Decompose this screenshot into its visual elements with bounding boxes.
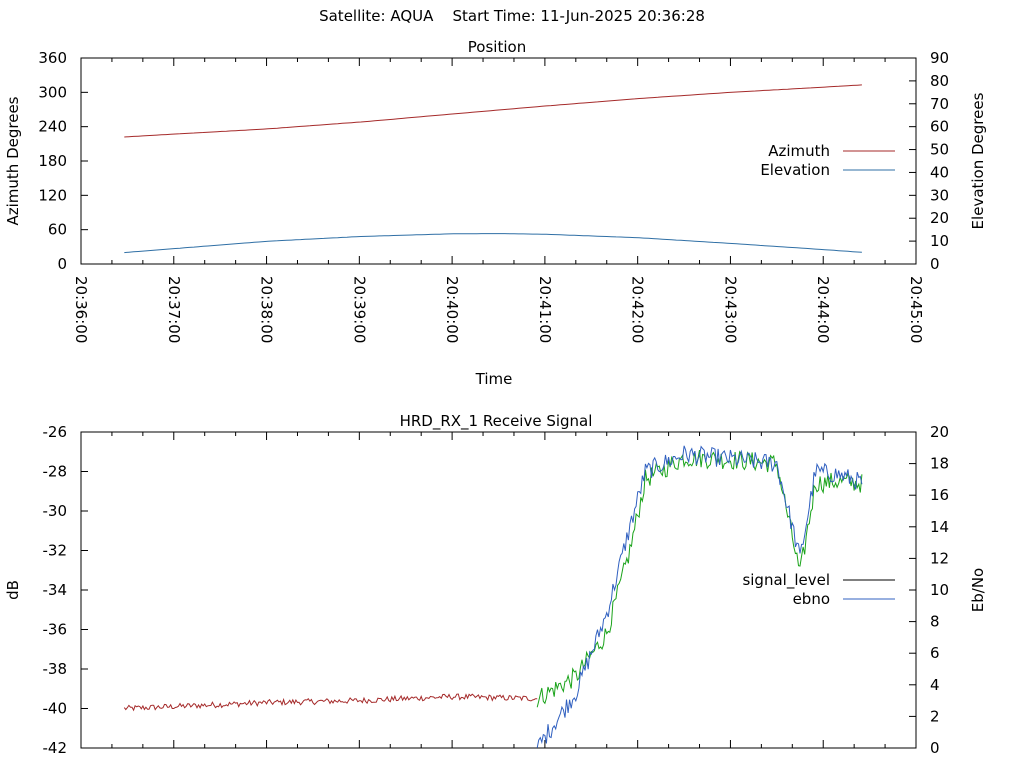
signal-y2-tick-label: 14 <box>930 518 949 536</box>
position-x-tick-label: 20:38:00 <box>258 276 276 343</box>
position-x-tick-label: 20:45:00 <box>907 276 925 343</box>
position-y2-tick-label: 30 <box>930 186 949 204</box>
page-title: Satellite: AQUA Start Time: 11-Jun-2025 … <box>319 7 705 25</box>
position-y-tick-label: 180 <box>38 152 67 170</box>
signal-y-tick-label: -26 <box>43 423 68 441</box>
signal-y2-tick-label: 6 <box>930 644 940 662</box>
position-chart-title: Position <box>468 38 526 56</box>
signal-y2-axis-label: Eb/No <box>969 568 987 612</box>
position-y2-tick-label: 70 <box>930 95 949 113</box>
azimuth-line <box>124 84 862 138</box>
signal-y-tick-label: -40 <box>43 700 68 718</box>
signal-y2-tick-label: 8 <box>930 613 940 631</box>
position-y-tick-label: 0 <box>57 255 67 273</box>
position-legend: Azimuth Elevation <box>760 142 895 179</box>
position-y2-tick-label: 50 <box>930 141 949 159</box>
position-y2-tick-label: 0 <box>930 255 940 273</box>
signal-y-tick-label: -30 <box>43 502 68 520</box>
elevation-line <box>124 233 862 254</box>
position-x-tick-label: 20:44:00 <box>814 276 832 343</box>
signal-chart: HRD_RX_1 Receive Signal dB Eb/No -26 -28 -… <box>4 412 987 757</box>
signal-plot-frame <box>80 431 917 749</box>
legend-label-ebno: ebno <box>793 590 830 608</box>
signal-y-tick-label: -42 <box>43 739 68 757</box>
signal-y2-tick-label: 2 <box>930 707 940 725</box>
position-x-tick-label: 20:37:00 <box>165 276 183 343</box>
signal-y-tick-label: -38 <box>43 660 68 678</box>
position-x-tick-label: 20:41:00 <box>536 276 554 343</box>
position-y-tick-label: 60 <box>48 221 67 239</box>
signal-y-axis-label: dB <box>4 580 22 600</box>
signal-y2-tick-label: 20 <box>930 423 949 441</box>
signal-level-line-prelock <box>123 693 538 712</box>
signal-y2-tick-label: 10 <box>930 581 949 599</box>
signal-y2-tick-label: 4 <box>930 676 940 694</box>
legend-label-azimuth: Azimuth <box>768 142 830 160</box>
position-y-tick-label: 360 <box>38 49 67 67</box>
position-x-tick-label: 20:40:00 <box>443 276 461 343</box>
position-y2-tick-label: 20 <box>930 209 949 227</box>
signal-y2-tick-label: 18 <box>930 455 949 473</box>
position-y-tick-label: 300 <box>38 83 67 101</box>
legend-label-signal-level: signal_level <box>742 571 830 590</box>
position-y2-tick-label: 40 <box>930 163 949 181</box>
position-x-tick-label: 20:42:00 <box>629 276 647 343</box>
position-y2-tick-label: 80 <box>930 72 949 90</box>
position-x-tick-label: 20:39:00 <box>350 276 368 343</box>
ebno-line <box>536 445 863 748</box>
signal-y-tick-label: -32 <box>43 542 68 560</box>
position-y-axis-label: Azimuth Degrees <box>4 96 22 225</box>
signal-y-tick-label: -36 <box>43 621 68 639</box>
signal-legend: signal_level ebno <box>742 571 895 608</box>
position-x-axis-label: Time <box>475 370 513 388</box>
signal-y-tick-label: -28 <box>43 463 68 481</box>
position-y2-axis-label: Elevation Degrees <box>969 92 987 229</box>
position-x-tick-label: 20:36:00 <box>72 276 90 343</box>
position-y2-tick-label: 60 <box>930 118 949 136</box>
signal-y-tick-label: -34 <box>43 581 68 599</box>
signal-y2-tick-label: 0 <box>930 739 940 757</box>
position-x-tick-label: 20:43:00 <box>721 276 739 343</box>
position-y2-tick-label: 90 <box>930 49 949 67</box>
legend-label-elevation: Elevation <box>760 161 830 179</box>
signal-y2-tick-label: 16 <box>930 486 949 504</box>
position-chart: Position Azimuth Degrees Elevation Degre… <box>4 38 987 388</box>
position-y-tick-label: 240 <box>38 118 67 136</box>
signal-y2-tick-label: 12 <box>930 549 949 567</box>
signal-chart-title: HRD_RX_1 Receive Signal <box>400 412 593 431</box>
position-y2-tick-label: 10 <box>930 232 949 250</box>
signal-level-line <box>536 450 863 708</box>
position-y-tick-label: 120 <box>38 186 67 204</box>
